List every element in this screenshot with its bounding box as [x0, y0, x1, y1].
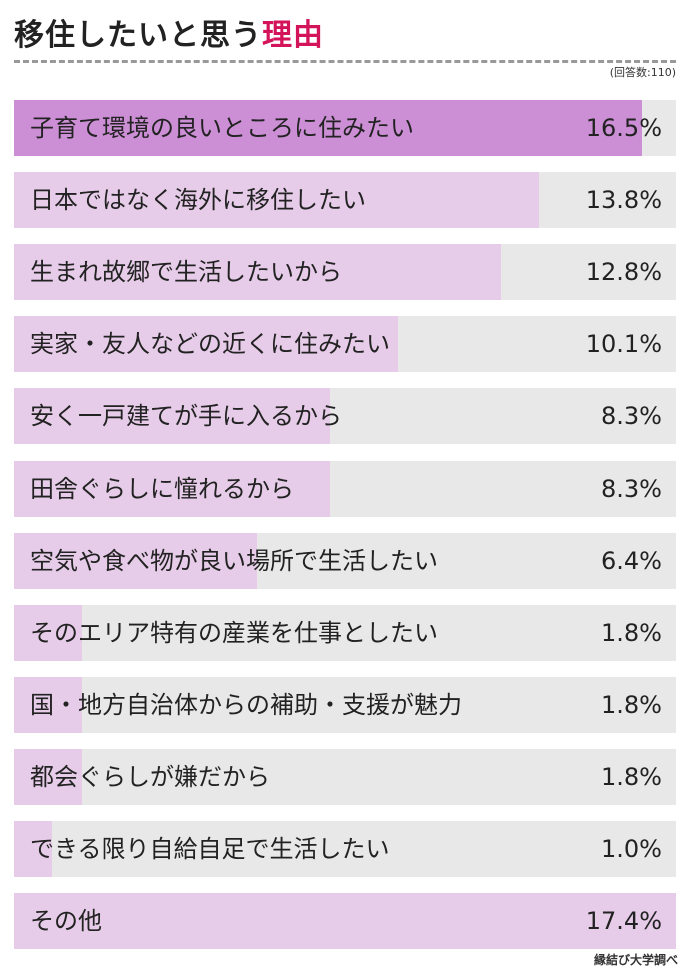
bar-label: 実家・友人などの近くに住みたい: [30, 330, 390, 358]
bar-label: 生まれ故郷で生活したいから: [30, 258, 342, 286]
bar: [14, 749, 82, 805]
bar-row: 国・地方自治体からの補助・支援が魅力 1.8%: [14, 677, 676, 733]
bar: [14, 533, 257, 589]
bar-row: 空気や食べ物が良い場所で生活したい 6.4%: [14, 533, 676, 589]
bar: [14, 100, 642, 156]
bar: [14, 388, 330, 444]
bar-row: そのエリア特有の産業を仕事としたい 1.8%: [14, 605, 676, 661]
bar-value-label: 1.8%: [601, 691, 662, 719]
bar-value-label: 1.0%: [601, 835, 662, 863]
bar-row: 田舎ぐらしに憧れるから 8.3%: [14, 461, 676, 517]
title-accent: 理由: [262, 18, 324, 53]
bar-label: 子育て環境の良いところに住みたい: [30, 114, 414, 142]
title-main: 移住したいと思う: [14, 18, 262, 53]
chart-title: 移住したいと思う理由: [14, 10, 324, 54]
bar-row: 生まれ故郷で生活したいから 12.8%: [14, 244, 676, 300]
bar: [14, 244, 501, 300]
bar-row: 都会ぐらしが嫌だから 1.8%: [14, 749, 676, 805]
bar-label: 日本ではなく海外に移住したい: [30, 186, 366, 214]
bar-label: 空気や食べ物が良い場所で生活したい: [30, 547, 438, 575]
bar-label: 安く一戸建てが手に入るから: [30, 402, 342, 430]
dashed-divider: [14, 60, 676, 63]
bar-row: 子育て環境の良いところに住みたい 16.5%: [14, 100, 676, 156]
bar-row: 実家・友人などの近くに住みたい 10.1%: [14, 316, 676, 372]
bar: [14, 821, 52, 877]
bar-value-label: 10.1%: [585, 330, 662, 358]
bar: [14, 316, 398, 372]
bar-label: できる限り自給自足で生活したい: [30, 835, 390, 863]
respondent-count: (回答数:110): [609, 66, 676, 79]
bar-value-label: 8.3%: [601, 475, 662, 503]
bar-value-label: 6.4%: [601, 547, 662, 575]
bar: [14, 677, 82, 733]
bar-row: 安く一戸建てが手に入るから 8.3%: [14, 388, 676, 444]
bar-value-label: 1.8%: [601, 619, 662, 647]
bar-value-label: 1.8%: [601, 763, 662, 791]
bar: [14, 461, 330, 517]
bar-value-label: 16.5%: [585, 114, 662, 142]
bar-value-label: 8.3%: [601, 402, 662, 430]
bar-label: 都会ぐらしが嫌だから: [30, 763, 270, 791]
bar-value-label: 17.4%: [585, 907, 662, 935]
bar-row: できる限り自給自足で生活したい 1.0%: [14, 821, 676, 877]
bar-label: 田舎ぐらしに憧れるから: [30, 475, 294, 503]
bar: [14, 172, 539, 228]
bar-label: その他: [30, 907, 102, 935]
bar-value-label: 12.8%: [585, 258, 662, 286]
bar: [14, 605, 82, 661]
bar-label: 国・地方自治体からの補助・支援が魅力: [30, 691, 462, 719]
bar-row: その他 17.4%: [14, 893, 676, 949]
source-credit: 縁結び大学調べ: [593, 953, 678, 967]
bar-label: そのエリア特有の産業を仕事としたい: [30, 619, 438, 647]
bar-row: 日本ではなく海外に移住したい 13.8%: [14, 172, 676, 228]
bar: [14, 893, 676, 949]
bar-value-label: 13.8%: [585, 186, 662, 214]
